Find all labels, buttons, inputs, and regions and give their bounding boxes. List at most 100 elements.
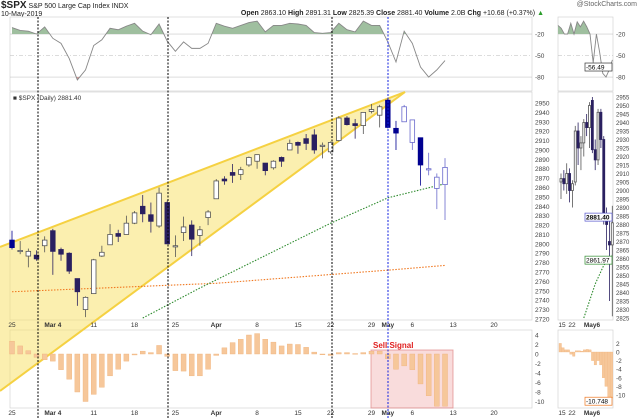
price-ytick: 2820 bbox=[535, 223, 550, 230]
candle bbox=[213, 179, 219, 200]
hist-ytick: 4 bbox=[535, 333, 539, 340]
volume-value: 2.0B bbox=[451, 10, 466, 17]
date-tick: 25 bbox=[172, 410, 180, 417]
price-ytick: 2770 bbox=[535, 270, 550, 277]
candle-body bbox=[66, 252, 72, 272]
candle-body bbox=[115, 233, 121, 237]
hist-bar bbox=[287, 343, 293, 355]
date-tick: Apr bbox=[211, 322, 223, 329]
hist-ytick: 2 bbox=[535, 342, 539, 349]
hist-bar bbox=[189, 353, 195, 377]
candle-body bbox=[172, 245, 179, 248]
hist-bar bbox=[58, 353, 64, 370]
hist-bar bbox=[172, 353, 179, 371]
price-ytick: 2900 bbox=[535, 147, 550, 154]
hist-bar bbox=[409, 353, 416, 370]
hist-bar bbox=[205, 353, 211, 370]
candle bbox=[254, 154, 260, 169]
mini-hist-last-label: -10.748 bbox=[586, 399, 608, 406]
hist-bar bbox=[17, 345, 23, 355]
hist-bar bbox=[66, 353, 72, 380]
hist-bar bbox=[303, 347, 309, 355]
chg-label: Chg bbox=[467, 10, 481, 17]
mini-candle-body bbox=[573, 130, 577, 183]
candle-body bbox=[156, 192, 162, 227]
mini-price-ytick: 2930 bbox=[616, 138, 630, 144]
price-ytick: 2880 bbox=[535, 166, 550, 173]
date-tick: 29 bbox=[368, 410, 376, 417]
mini-candle-body bbox=[576, 130, 580, 149]
open-value: 2863.10 bbox=[260, 10, 287, 17]
hist-ytick: -4 bbox=[535, 371, 541, 378]
date-tick: 15 bbox=[294, 322, 302, 329]
mini-date-tick: 15 bbox=[558, 410, 566, 417]
index-name: S&P 500 Large Cap Index bbox=[28, 3, 110, 10]
candle-body bbox=[9, 239, 15, 249]
candle bbox=[246, 156, 252, 167]
mini-hist-bar bbox=[588, 349, 592, 353]
date-tick: Mar 4 bbox=[44, 410, 61, 417]
hist-bar bbox=[352, 353, 358, 355]
mini-price-ytick: 2870 bbox=[616, 240, 630, 246]
date-tick: 25 bbox=[172, 322, 180, 329]
wr-line bbox=[11, 20, 446, 81]
mini-hist-ytick: 2 bbox=[616, 341, 620, 348]
symbol: $SPX bbox=[1, 0, 27, 11]
hist-bar bbox=[148, 352, 154, 355]
date-tick: 25 bbox=[8, 410, 16, 417]
mini-price-ytick: 2875 bbox=[616, 232, 630, 238]
mini-candle-body bbox=[582, 122, 586, 144]
hist-bar bbox=[401, 353, 407, 367]
date-tick: 25 bbox=[8, 322, 16, 329]
mini-hist-bar bbox=[591, 351, 595, 361]
hist-bar bbox=[376, 350, 383, 355]
candle bbox=[107, 224, 113, 246]
hist-ytick: -2 bbox=[535, 361, 541, 368]
price-ytick: 2740 bbox=[535, 298, 550, 305]
date-tick: 18 bbox=[131, 322, 139, 329]
mini-price-ytick: 2860 bbox=[616, 257, 630, 263]
mini-date-tick: May6 bbox=[584, 410, 601, 417]
candle-body bbox=[107, 234, 113, 246]
hist-bar bbox=[123, 353, 130, 362]
hist-bar bbox=[327, 353, 334, 356]
candle-body bbox=[197, 229, 203, 236]
candle bbox=[189, 220, 195, 257]
candle bbox=[311, 129, 317, 154]
candle bbox=[393, 120, 399, 150]
date-tick: 13 bbox=[450, 410, 458, 417]
mini-candle-body bbox=[590, 100, 594, 151]
candle-body bbox=[58, 249, 64, 255]
mini-candle bbox=[565, 163, 569, 194]
hist-bar bbox=[131, 353, 138, 356]
mini-hist-bar bbox=[580, 350, 584, 353]
mini-hist-bar bbox=[572, 351, 576, 357]
mini-candle bbox=[573, 125, 577, 186]
candle bbox=[58, 247, 64, 261]
date-tick: 8 bbox=[255, 410, 259, 417]
hist-bar bbox=[417, 353, 424, 385]
mini-candle bbox=[576, 122, 580, 165]
candle-body bbox=[434, 176, 440, 189]
hist-ytick: -6 bbox=[535, 380, 541, 387]
mini-candle bbox=[602, 136, 606, 225]
mini-candle bbox=[596, 108, 600, 165]
mini-candle bbox=[571, 180, 574, 208]
candle-body bbox=[221, 178, 228, 182]
mini-price-ytick: 2915 bbox=[616, 164, 630, 170]
candle-body bbox=[82, 296, 89, 310]
chg-value: +10.68 (+0.37%) bbox=[482, 10, 536, 17]
price-ytick: 2760 bbox=[535, 279, 550, 286]
exchange: INDX bbox=[111, 3, 129, 10]
candle bbox=[442, 158, 448, 221]
candle bbox=[197, 226, 203, 246]
mini-hist-last-box bbox=[584, 396, 613, 406]
price-ytick: 2750 bbox=[535, 288, 550, 295]
candle-body bbox=[425, 168, 432, 171]
hist-bar bbox=[180, 353, 187, 372]
hist-bar bbox=[344, 352, 350, 355]
mini-candle-body bbox=[585, 122, 589, 128]
mini-hist-bar bbox=[610, 351, 613, 399]
low-value: 2825.39 bbox=[348, 10, 375, 17]
low-label: Low bbox=[332, 10, 347, 17]
